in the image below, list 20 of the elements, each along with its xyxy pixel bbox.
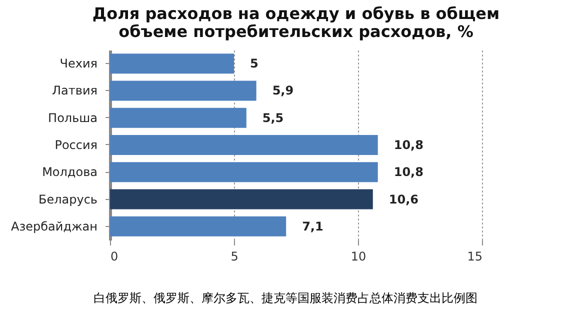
y-tick-label: Молдова xyxy=(42,165,98,180)
text: 白俄罗斯、俄罗斯、摩尔多瓦、捷克等国服装消费占总体消费支出比例图 xyxy=(92,290,478,307)
data-label: 10,6 xyxy=(388,192,418,206)
y-tick-label: Чехия xyxy=(60,56,98,71)
data-label: 10,8 xyxy=(394,138,424,152)
data-label: 7,1 xyxy=(302,219,324,234)
data-label: 10,8 xyxy=(394,165,424,180)
data-label: 5,5 xyxy=(262,110,284,125)
y-tick-label: Польша xyxy=(48,110,98,125)
data-label: 5 xyxy=(250,56,258,71)
x-tick-label: 5 xyxy=(230,250,238,264)
x-tick-label: 0 xyxy=(110,250,118,264)
x-tick-label: 15 xyxy=(467,250,482,264)
chart-title: Доля расходов на одежду и обувь в общем объеме потребительских расходов, % xyxy=(92,4,500,41)
y-tick-label: Беларусь xyxy=(38,192,98,206)
x-tick-label: 10 xyxy=(350,250,366,264)
y-tick-label: Азербайджан xyxy=(11,219,98,234)
y-tick-label: Россия xyxy=(54,138,98,152)
data-label: 5,9 xyxy=(272,84,294,98)
y-tick-label: Латвия xyxy=(52,84,98,98)
